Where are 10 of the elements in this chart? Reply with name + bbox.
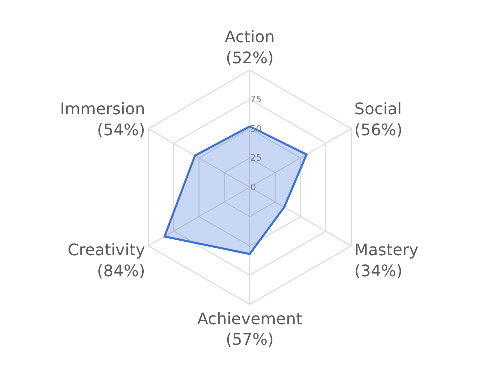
y-tick-label: 75 xyxy=(250,96,262,106)
y-tick-label: 0 xyxy=(250,183,256,194)
spoke-label: Creativity (84%) xyxy=(68,240,146,280)
y-tick-label: 25 xyxy=(250,154,262,164)
spoke-label: Social (56%) xyxy=(354,100,403,140)
spoke-label: Achievement (57%) xyxy=(197,309,303,350)
spoke-label: Immersion (54%) xyxy=(60,100,146,140)
y-tick-label: 50 xyxy=(250,124,262,135)
spoke-label: Mastery (34%) xyxy=(354,240,419,280)
spoke-label: Action (52%) xyxy=(224,28,276,68)
